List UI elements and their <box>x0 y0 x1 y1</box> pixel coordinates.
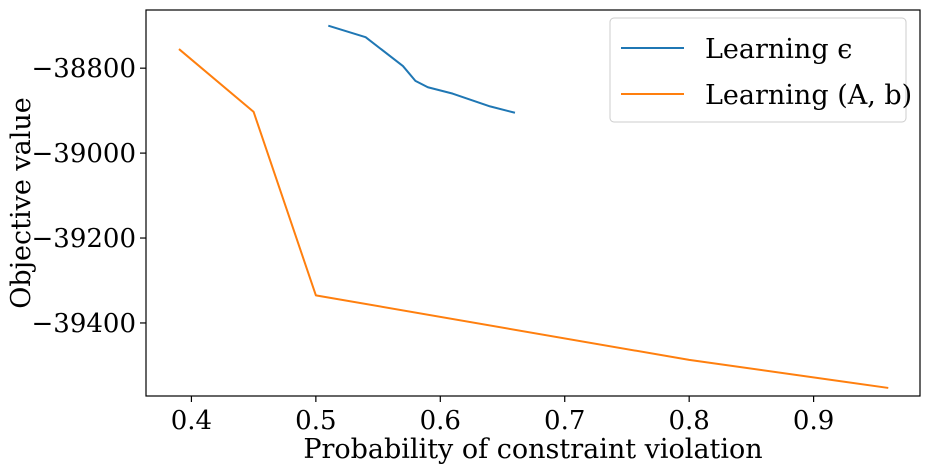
legend: Learning ϵ Learning (A, b) <box>609 17 912 123</box>
y-axis-ticks: −38800 −39000 −39200 −39400 <box>32 54 146 339</box>
x-tick-label: 0.8 <box>668 406 709 436</box>
x-axis-ticks: 0.4 0.5 0.6 0.7 0.8 0.9 <box>171 396 834 436</box>
legend-label-2: Learning (A, b) <box>705 80 912 111</box>
x-tick-label: 0.4 <box>171 406 212 436</box>
x-tick-label: 0.7 <box>544 406 585 436</box>
plot-lines <box>178 24 889 389</box>
x-tick-label: 0.5 <box>295 406 336 436</box>
series-line-2 <box>178 48 889 389</box>
y-tick-label: −39400 <box>32 309 137 339</box>
x-tick-label: 0.9 <box>793 406 834 436</box>
y-tick-label: −39000 <box>32 139 137 169</box>
series-line-1 <box>328 24 516 114</box>
y-tick-label: −38800 <box>32 54 137 84</box>
y-axis-label: Objective value <box>6 97 37 309</box>
x-tick-label: 0.6 <box>420 406 461 436</box>
y-tick-label: −39200 <box>32 224 137 254</box>
legend-label-1: Learning ϵ <box>705 34 852 65</box>
legend-box <box>609 17 907 123</box>
x-axis-label: Probability of constraint violation <box>303 434 762 465</box>
plot-area-frame <box>145 9 921 397</box>
